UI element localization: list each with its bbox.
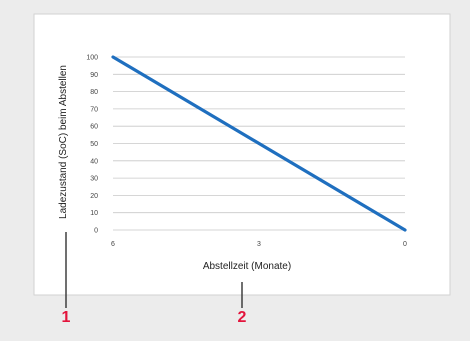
x-tick-label: 0: [403, 241, 407, 248]
chart-panel: [33, 13, 451, 296]
y-axis-label: Ladezustand (SoC) beim Abstellen: [58, 65, 69, 219]
y-tick-labels: 0 10 20 30 40 50 60 70 80 90 100: [86, 55, 98, 235]
y-tick-label: 70: [90, 106, 98, 113]
y-tick-label: 40: [90, 158, 98, 165]
series-layer: [111, 55, 407, 232]
y-tick-label: 80: [90, 89, 98, 96]
y-tick-label: 30: [90, 176, 98, 183]
series-line-0: [111, 55, 407, 232]
y-tick-label: 60: [90, 124, 98, 131]
x-tick-label: 3: [257, 241, 261, 248]
x-tick-label: 6: [111, 241, 115, 248]
y-tick-label: 20: [90, 193, 98, 200]
y-tick-label: 50: [90, 141, 98, 148]
y-tick-label: 10: [90, 210, 98, 217]
y-tick-label: 0: [94, 228, 98, 235]
x-axis-label: Abstellzeit (Monate): [203, 261, 291, 272]
y-tick-label: 100: [86, 55, 98, 62]
callout-1-label: 1: [62, 309, 71, 326]
x-tick-labels: 6 3 0: [111, 241, 407, 248]
callout-2-label: 2: [238, 309, 247, 326]
y-tick-label: 90: [90, 72, 98, 79]
